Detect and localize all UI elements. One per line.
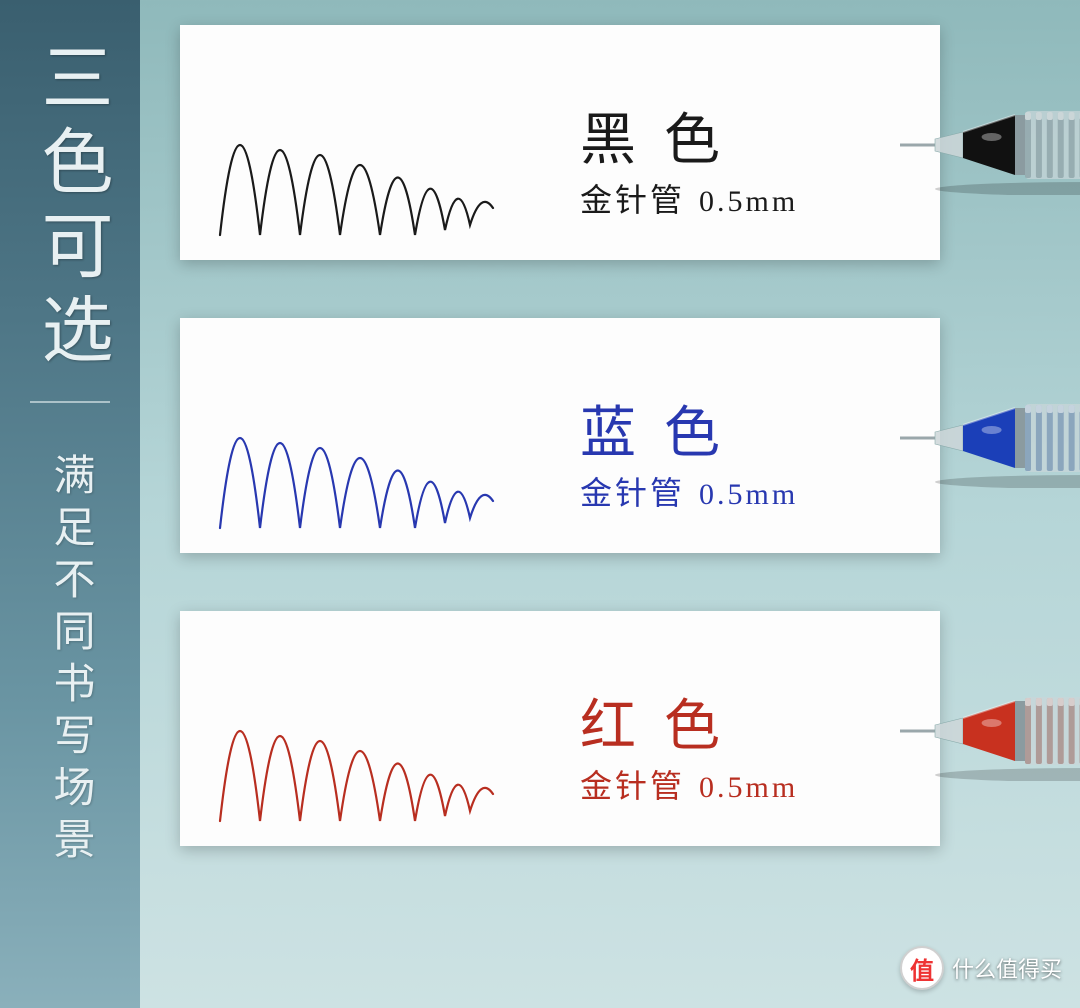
color-card: 蓝色 金针管 0.5mm	[180, 318, 940, 553]
watermark: 值 什么值得买	[900, 946, 1062, 990]
tip-size-label: 0.5mm	[699, 478, 798, 511]
tip-size-label: 0.5mm	[699, 771, 798, 804]
pen-icon	[900, 681, 1080, 781]
subhead-text: 满足不同书写场景	[49, 453, 91, 869]
wave-sample-icon	[205, 626, 555, 836]
cards-container: 黑色 金针管 0.5mm 蓝色 金针管 0.5mm 红色	[180, 25, 1080, 904]
pen-icon	[900, 388, 1080, 488]
headline-text: 三色可选	[34, 40, 106, 376]
spec-label: 金针管 0.5mm	[580, 468, 798, 514]
tip-type-label: 金针管	[580, 475, 685, 511]
spec-label: 金针管 0.5mm	[580, 761, 798, 807]
spec-label: 金针管 0.5mm	[580, 175, 798, 221]
wave-sample-icon	[205, 40, 555, 250]
tip-size-label: 0.5mm	[699, 185, 798, 218]
color-name-label: 黑色	[580, 95, 748, 176]
tip-type-label: 金针管	[580, 182, 685, 218]
sidebar-divider	[30, 401, 110, 403]
pen-icon	[900, 95, 1080, 195]
pen-illustration	[900, 681, 1080, 781]
color-name-label: 蓝色	[580, 388, 748, 469]
tip-type-label: 金针管	[580, 768, 685, 804]
wave-sample-icon	[205, 333, 555, 543]
color-card: 红色 金针管 0.5mm	[180, 611, 940, 846]
pen-illustration	[900, 95, 1080, 195]
watermark-text: 什么值得买	[952, 952, 1062, 984]
color-card: 黑色 金针管 0.5mm	[180, 25, 940, 260]
watermark-badge-icon: 值	[900, 946, 944, 990]
pen-illustration	[900, 388, 1080, 488]
color-name-label: 红色	[580, 681, 748, 762]
sidebar: 三色可选 满足不同书写场景	[0, 0, 140, 1008]
